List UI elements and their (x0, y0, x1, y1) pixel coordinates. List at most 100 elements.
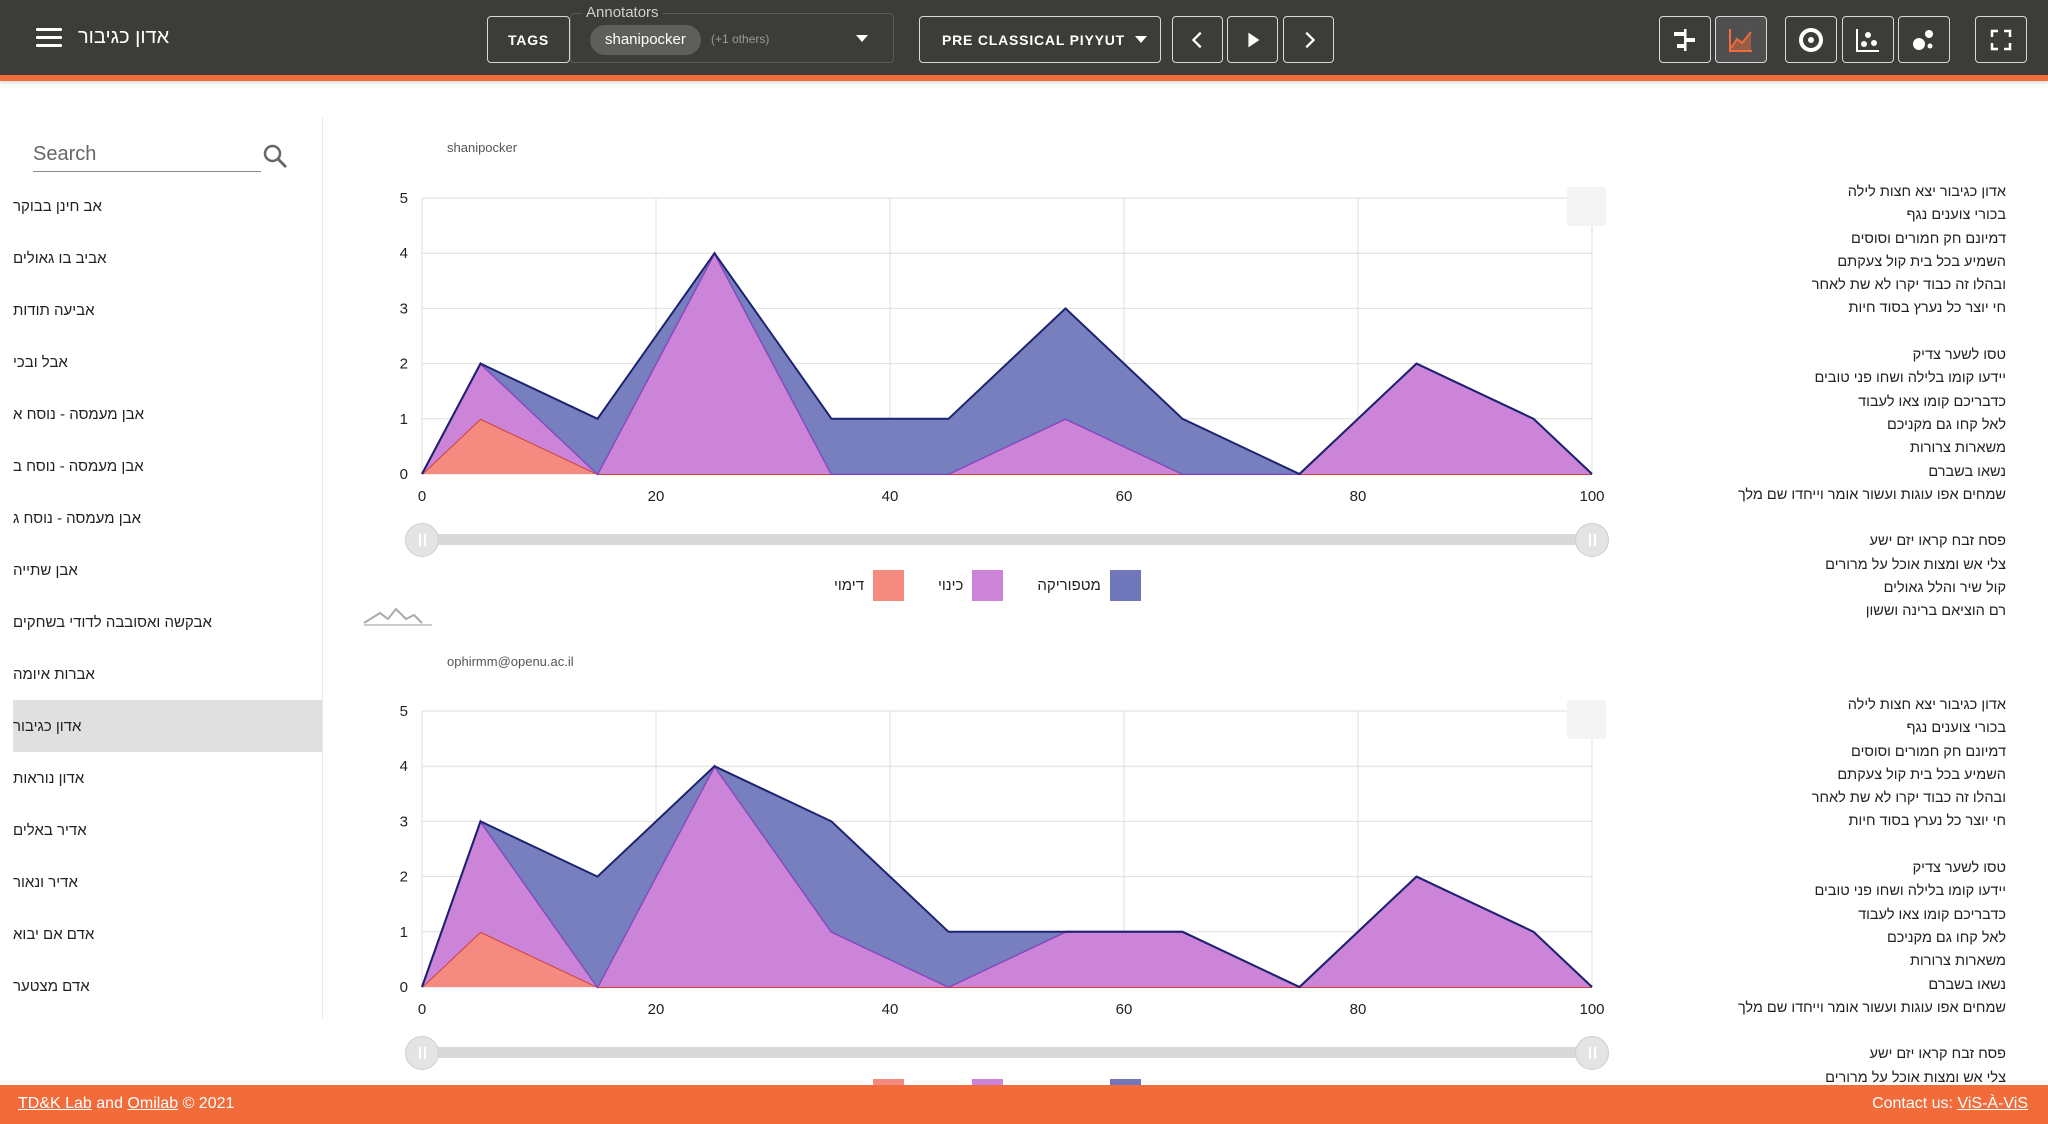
poem-list-item[interactable]: אברות איומה (13, 665, 95, 683)
annotators-select[interactable] (570, 13, 894, 63)
poem-list: אב חינן בבוקר אביב בו גאולים אביעה תודות אב… (13, 180, 322, 1012)
lyric-line: שמחים אפו עוגות ועשור אומר וייחדו שם מלך (1737, 486, 2006, 503)
x-tick-label: 60 (1116, 488, 1133, 505)
donut-icon (1799, 27, 1823, 52)
next-button[interactable] (1283, 16, 1334, 63)
lyric-line: בכורי צוענים נגף (1906, 207, 2007, 224)
copyright-text: © 2021 (182, 1095, 235, 1112)
annotator-chip[interactable]: shanipocker (590, 25, 701, 55)
and-text: and (96, 1095, 123, 1112)
prev-button[interactable] (1172, 16, 1223, 63)
poem-list-item[interactable]: אדיר ונאור (13, 873, 78, 891)
legend-item[interactable]: דימוי (834, 1079, 905, 1085)
poem-list-item[interactable]: אביב בו גאולים (13, 249, 107, 267)
area-chart: 0 1 2 3 4 5 0 20 40 60 80 100 (400, 703, 1605, 1018)
legend-swatch (1109, 1079, 1141, 1085)
fullscreen-button[interactable] (1975, 16, 2027, 63)
legend-label: מטפוריקה (1037, 577, 1101, 594)
lyric-line: השמיע בכל בית קול צעקתם (1837, 253, 2006, 270)
y-tick-label: 5 (400, 190, 408, 207)
lyric-line: כדבריכם קומו צאו לעבוד (1858, 393, 2006, 410)
lyric-line (1686, 321, 2006, 344)
range-slider-track[interactable] (422, 1047, 1592, 1058)
range-slider-handle-left[interactable] (405, 523, 439, 557)
poem-list-item[interactable]: אביעה תודות (13, 301, 95, 319)
range-slider-handle-right[interactable] (1575, 1036, 1609, 1070)
timeline-view-button[interactable] (1659, 16, 1711, 63)
lyric-line: דמיונם חק חמורים וסוסים (1851, 743, 2006, 760)
area-series-1 (422, 931, 1592, 987)
y-tick-label: 3 (400, 813, 408, 830)
lyric-line (1686, 834, 2006, 857)
range-slider-handle-left[interactable] (405, 1036, 439, 1070)
legend-item[interactable]: כינוי (938, 570, 1004, 601)
mini-area-chart-icon[interactable] (362, 603, 434, 629)
lyric-line: דמיונם חק חמורים וסוסים (1851, 230, 2006, 247)
y-tick-label: 4 (400, 758, 408, 775)
poem-list-item[interactable]: אדם אם יבוא (13, 925, 95, 943)
x-tick-label: 80 (1350, 1001, 1367, 1018)
range-slider-track[interactable] (422, 534, 1592, 545)
lyric-line: צלי אש ומצות אוכל על מרורים (1825, 556, 2006, 573)
footer-contact: Contact us: ViS-À-ViS (1872, 1095, 2028, 1113)
lyric-line: משארות צרורות (1909, 953, 2006, 970)
search-field[interactable] (33, 138, 261, 172)
area-chart-view-button[interactable] (1715, 16, 1767, 63)
search-icon[interactable] (262, 143, 288, 169)
y-tick-label: 1 (400, 924, 408, 941)
poem-list-item[interactable]: אבקשה ואסובבה לדודי בשחקים (13, 613, 212, 631)
lyric-line: שמחים אפו עוגות ועשור אומר וייחדו שם מלך (1737, 999, 2006, 1016)
y-tick-label: 1 (400, 411, 408, 428)
legend-swatch (1109, 570, 1141, 601)
legend-item[interactable]: מטפוריקה (1037, 570, 1141, 601)
lyric-line (1686, 507, 2006, 530)
legend-item[interactable]: כינוי (938, 1079, 1004, 1085)
lyric-line: ובהלו זה כבוד יקרו לא שת לאחר (1811, 790, 2006, 807)
corpus-select-button[interactable]: PRE CLASSICAL PIYYUT (919, 16, 1161, 63)
lyric-line: טסו לשער צדיק (1912, 860, 2006, 877)
lyric-line (1686, 1020, 2006, 1043)
y-tick-label: 0 (400, 979, 408, 996)
lyric-line: אדון כגיבור יצא חצות לילה (1847, 184, 2006, 200)
omilab-link[interactable]: Omilab (127, 1095, 179, 1112)
footer: TD&K Lab and Omilab © 2021 Contact us: V… (0, 1085, 2048, 1124)
poem-list-item[interactable]: אדיר באלים (13, 821, 87, 839)
legend-item[interactable]: מטפוריקה (1037, 1079, 1141, 1085)
x-tick-label: 40 (882, 1001, 899, 1018)
donut-view-button[interactable] (1785, 16, 1837, 63)
page-title: אדון כגיבור (78, 26, 170, 48)
scatter-view-button[interactable] (1842, 16, 1894, 63)
poem-list-item[interactable]: אבן מעמסה - נוסח ב (13, 457, 144, 475)
bubble-view-button[interactable] (1898, 16, 1950, 63)
lyric-line: יידעו קומו בלילה ושחו פני טובים (1814, 883, 2006, 900)
y-tick-label: 2 (400, 356, 408, 373)
poem-list-item[interactable]: אבן מעמסה - נוסח ג (13, 509, 141, 527)
poem-list-item[interactable]: אדון כגיבור (13, 700, 322, 752)
poem-list-item[interactable]: אבן שתייה (13, 561, 78, 579)
lyric-line: משארות צרורות (1909, 440, 2006, 457)
search-input[interactable] (33, 138, 261, 170)
lab-link[interactable]: TD&K Lab (18, 1095, 92, 1112)
area-series-1 (422, 418, 1592, 474)
range-slider-handle-right[interactable] (1575, 523, 1609, 557)
chart-menu-box[interactable] (1567, 187, 1606, 226)
series-line-3 (421, 765, 1593, 989)
poem-list-item[interactable]: אב חינן בבוקר (13, 197, 102, 215)
chevron-down-icon[interactable] (856, 35, 868, 42)
y-tick-label: 4 (400, 245, 408, 262)
lyric-line: יידעו קומו בלילה ושחו פני טובים (1814, 370, 2006, 387)
play-button[interactable] (1227, 16, 1278, 63)
menu-icon[interactable] (36, 28, 62, 48)
tags-button[interactable]: TAGS (487, 16, 570, 63)
poem-list-item[interactable]: אדם מצטער (13, 977, 90, 995)
contact-link[interactable]: ViS-À-ViS (1957, 1095, 2028, 1112)
poem-list-item[interactable]: אבן מעמסה - נוסח א (13, 405, 145, 423)
x-tick-label: 0 (418, 1001, 426, 1018)
poem-list-item[interactable]: אדון נוראות (13, 769, 85, 787)
x-tick-label: 80 (1350, 488, 1367, 505)
area-series-2 (422, 766, 1592, 987)
chart-menu-box[interactable] (1567, 700, 1606, 739)
poem-list-item[interactable]: אבל ובכי (13, 353, 68, 371)
legend-item[interactable]: דימוי (834, 570, 905, 601)
fullscreen-icon (1990, 29, 2012, 50)
